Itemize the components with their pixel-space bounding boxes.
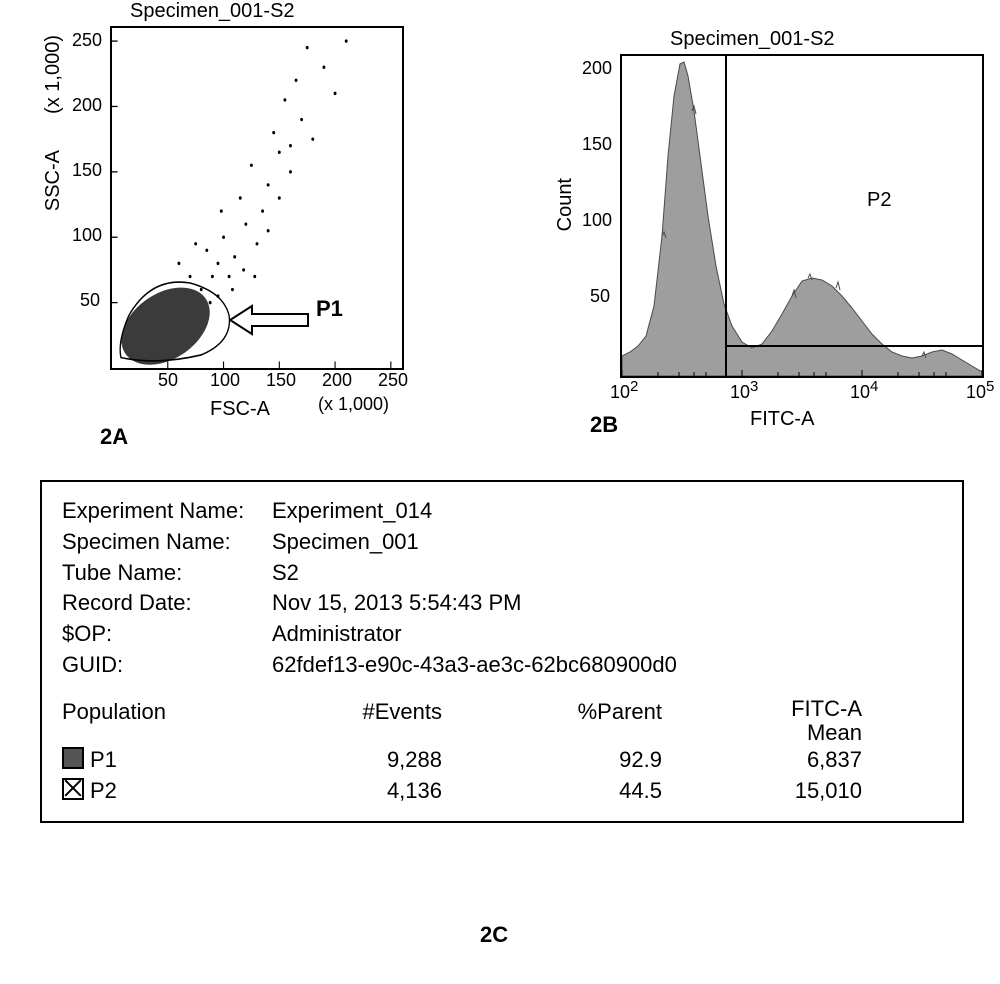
stats-header: Population #Events %Parent FITC-A Mean: [62, 697, 942, 745]
ya-tick-50: 50: [80, 290, 100, 311]
panel-c-fig-label: 2C: [480, 922, 508, 948]
ev-p2: 4,136: [262, 776, 442, 807]
col-events: #Events: [262, 697, 442, 745]
xb-tick-e4: 104: [850, 378, 878, 403]
xb-tick-e2: 102: [610, 378, 638, 403]
xb-tick-e3: 103: [730, 378, 758, 403]
panel-a-xlabel: FSC-A: [210, 398, 270, 421]
ya-tick-150: 150: [72, 160, 102, 181]
yb-tick-200: 200: [582, 58, 612, 79]
v-op: Administrator: [272, 619, 402, 650]
v-guid: 62fdef13-e90c-43a3-ae3c-62bc680900d0: [272, 650, 677, 681]
panel-b-title: Specimen_001-S2: [670, 28, 835, 51]
xa-tick-150: 150: [266, 370, 296, 391]
pop-p1: P1: [90, 747, 117, 772]
col-parent: %Parent: [442, 697, 662, 745]
ya-tick-200: 200: [72, 95, 102, 116]
panel-2b: Specimen_001-S2 P2: [540, 28, 990, 458]
xa-tick-100: 100: [210, 370, 240, 391]
panel-a-ymult: (x 1,000): [42, 35, 65, 114]
v-exp: Experiment_014: [272, 496, 432, 527]
col-mean: FITC-A Mean: [662, 697, 862, 745]
k-date: Record Date:: [62, 588, 272, 619]
par-p2: 44.5: [442, 776, 662, 807]
xa-tick-200: 200: [322, 370, 352, 391]
par-p1: 92.9: [442, 745, 662, 776]
table-row: P2 4,136 44.5 15,010: [62, 776, 942, 807]
col-population: Population: [62, 697, 262, 745]
swatch-p2: [62, 778, 84, 800]
mean-p2: 15,010: [662, 776, 862, 807]
yb-tick-150: 150: [582, 134, 612, 155]
xa-tick-250: 250: [378, 370, 408, 391]
p1-arrow-icon: [230, 300, 310, 340]
panel-b-ylabel: Count: [554, 178, 577, 231]
v-spec: Specimen_001: [272, 527, 419, 558]
table-row: P1 9,288 92.9 6,837: [62, 745, 942, 776]
histogram-svg: P2: [622, 56, 982, 376]
panel-b-fig-label: 2B: [590, 412, 618, 438]
k-spec: Specimen Name:: [62, 527, 272, 558]
panel-2a: Specimen_001-S2 P1: [30, 0, 460, 460]
ev-p1: 9,288: [262, 745, 442, 776]
panel-b-xlabel: FITC-A: [750, 408, 814, 431]
ya-tick-250: 250: [72, 30, 102, 51]
xb-tick-e5: 105: [966, 378, 994, 403]
panel-a-title: Specimen_001-S2: [130, 0, 295, 23]
yb-tick-100: 100: [582, 210, 612, 231]
panel-a-ylabel: SSC-A: [42, 150, 65, 211]
panel-a-fig-label: 2A: [100, 424, 128, 450]
mean-p1: 6,837: [662, 745, 862, 776]
ya-tick-100: 100: [72, 225, 102, 246]
xa-tick-50: 50: [158, 370, 178, 391]
info-panel: Experiment Name:Experiment_014 Specimen …: [40, 480, 964, 823]
pop-p2: P2: [90, 778, 117, 803]
p1-arrow-label: P1: [316, 296, 343, 322]
v-date: Nov 15, 2013 5:54:43 PM: [272, 588, 522, 619]
panel-a-xmult: (x 1,000): [318, 394, 389, 415]
v-tube: S2: [272, 558, 299, 589]
k-exp: Experiment Name:: [62, 496, 272, 527]
swatch-p1: [62, 747, 84, 769]
yb-tick-50: 50: [590, 286, 610, 307]
k-guid: GUID:: [62, 650, 272, 681]
histogram-plot-area: P2: [620, 54, 984, 378]
gate-p2-label: P2: [867, 189, 891, 211]
k-tube: Tube Name:: [62, 558, 272, 589]
k-op: $OP:: [62, 619, 272, 650]
